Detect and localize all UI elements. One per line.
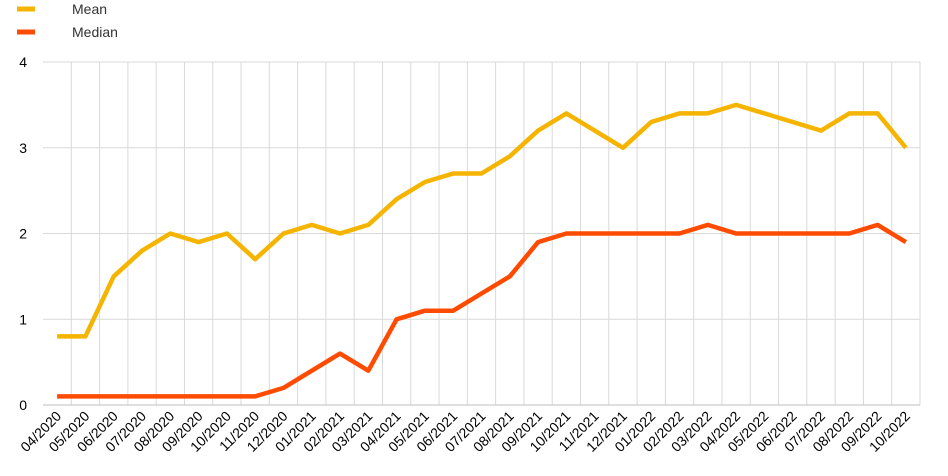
y-tick-label: 1 xyxy=(19,311,27,327)
series-line-mean xyxy=(57,102,908,339)
series-lines xyxy=(57,102,908,399)
x-axis-ticks: 04/202005/202006/202007/202008/202009/20… xyxy=(17,408,913,455)
legend-label-mean: Mean xyxy=(72,1,107,17)
legend: Mean Median xyxy=(17,1,118,40)
y-axis-ticks: 0 1 2 3 4 xyxy=(19,54,27,413)
y-tick-label: 0 xyxy=(19,397,27,413)
y-tick-label: 2 xyxy=(19,226,27,242)
y-tick-label: 3 xyxy=(19,140,27,156)
legend-label-median: Median xyxy=(72,24,118,40)
y-tick-label: 4 xyxy=(19,54,27,70)
